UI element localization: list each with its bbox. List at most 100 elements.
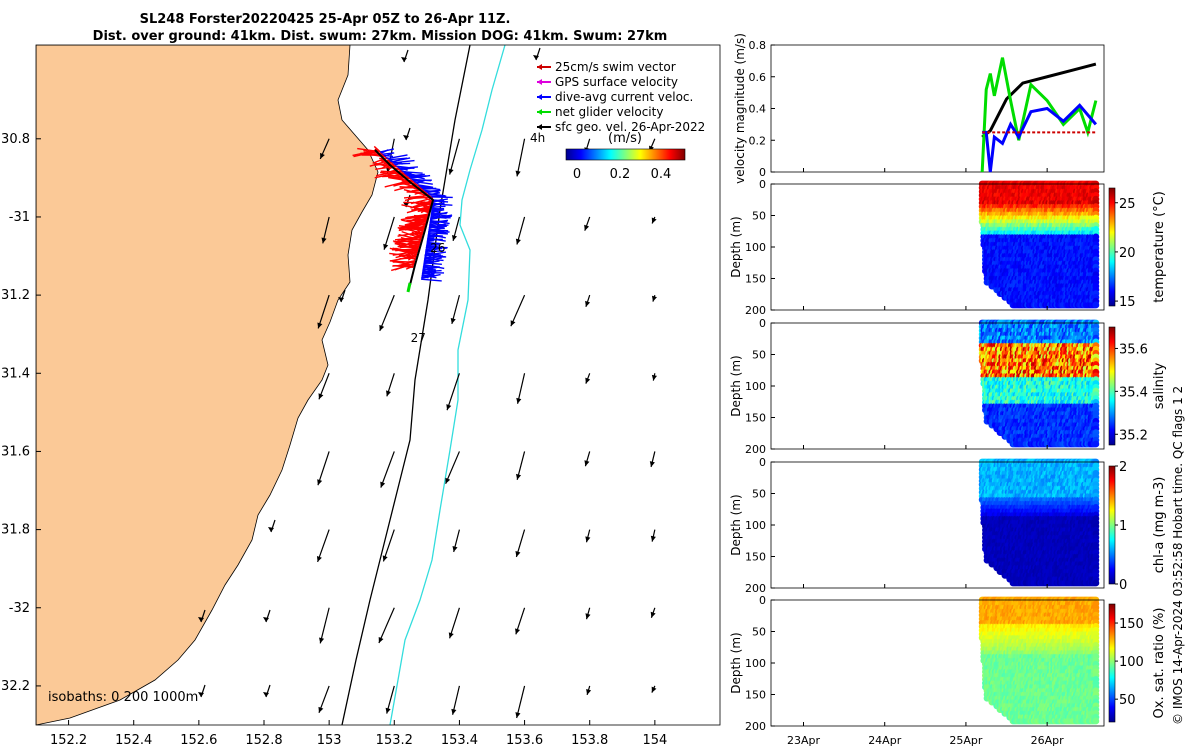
current-vector [316,529,330,563]
current-vector [586,685,592,696]
current-vector [451,685,461,715]
title-line-2: Dist. over ground: 41km. Dist. swum: 27k… [92,29,668,44]
legend-item: 25cm/s swim vector [537,60,676,74]
speed-colorbar [565,148,686,161]
current-vector [585,607,591,620]
profile-y-tick-label: 150 [745,412,766,425]
profile-y-tick-label: 50 [752,349,766,362]
current-vector [380,451,395,488]
profile-colorbar [1108,187,1116,307]
current-vector [515,607,526,635]
current-vector [451,216,461,242]
current-vector [651,216,657,224]
velocity-y-tick-label: 0.4 [749,103,767,116]
colorbar-tick-label: 35.4 [1119,385,1148,400]
current-vector [448,138,461,175]
legend-label: 25cm/s swim vector [555,60,676,74]
current-vector [198,609,206,623]
map-x-tick-label: 154 [642,733,667,748]
current-vector [319,607,330,644]
legend-item: sfc geo. vel. 26-Apr-2022 [537,120,705,134]
velocity-series-line [981,62,1097,139]
current-vector [584,216,591,231]
current-vector [338,289,346,303]
vector-scale-label: 4h [530,131,545,145]
map-x-tick-label: 152.6 [180,733,217,748]
current-vector [584,451,591,467]
map-frame [35,44,721,726]
map-x-tick-label: 152.8 [245,733,282,748]
colorbar-tick-label: 35.6 [1119,342,1148,357]
current-vector [515,216,526,245]
profile-y-tick-label: 150 [745,273,766,286]
isobath-1000m [389,45,506,725]
track-day-label: 26 [430,241,445,255]
map-x-tick-label: 152.4 [115,733,152,748]
title-line-1: SL248 Forster20220425 25-Apr 05Z to 26-A… [139,12,511,27]
profile-y-label: Depth (m) [729,355,743,416]
speed-colorbar-tick: 0 [573,167,581,182]
map-x-tick-label: 153.8 [571,733,608,748]
profile-y-tick-label: 200 [745,304,766,317]
current-vector [383,216,395,250]
land-mass [36,45,379,725]
map-y-tick-label: 30.8 [1,132,30,147]
colorbar-tick-label: 25 [1119,197,1136,212]
current-vector [378,607,395,644]
colorbar-tick-label: 35.2 [1119,428,1148,443]
profile-data-cells [978,180,1100,309]
profile-data-cells [978,458,1100,587]
legend-item: GPS surface velocity [537,75,678,89]
current-vector [651,294,657,302]
net-velocity-mark [406,282,412,293]
current-vector [446,373,460,411]
current-vector [263,609,271,623]
legend-arrowhead [537,94,542,100]
profile-y-tick-label: 200 [745,443,766,456]
current-vector [263,684,271,698]
current-vector [318,685,330,714]
isobath-200m [341,45,471,725]
profile-cell [1092,440,1100,448]
map-y-tick-label: 31.4 [1,366,30,381]
velocity-y-tick-label: 0.6 [749,71,767,84]
current-vector [445,451,460,484]
legend-arrowhead [537,124,542,130]
track-day-label: 27 [411,331,426,345]
profile-cell [1092,301,1100,309]
current-vector [515,685,526,719]
speed-colorbar-tick: 0.4 [651,167,672,182]
isobaths-label: isobaths: 0 200 1000m [48,690,198,705]
legend-item: net glider velocity [537,105,663,119]
current-vector [198,684,206,698]
current-vector [452,529,461,553]
speed-colorbar-tick: 0.2 [610,167,631,182]
velocity-series-line [980,57,1098,173]
map-x-tick-label: 153.2 [376,733,413,748]
current-vector-grid [198,47,657,719]
colorbar-label: temperature (°C) [1152,191,1167,303]
current-vector [318,373,330,400]
legend-label: GPS surface velocity [555,75,678,89]
map-y-tick-label: 31.2 [1,288,30,303]
current-vector [321,216,330,244]
profile-data-cells [978,319,1100,448]
current-vector [379,294,395,332]
current-vector [319,138,330,160]
current-vector [649,451,656,468]
profile-y-label: Depth (m) [729,216,743,277]
map-y-tick-label: 32.2 [1,679,30,694]
legend-arrowhead [537,64,542,70]
legend-label: sfc geo. vel. 26-Apr-2022 [555,120,705,134]
velocity-y-tick-label: 0.2 [749,134,767,147]
legend-arrowhead [537,109,542,115]
map-y-tick-label: -32 [9,601,30,616]
current-vector [386,373,395,397]
current-vector [515,138,526,177]
legend-item: dive-avg current veloc. [537,90,693,104]
